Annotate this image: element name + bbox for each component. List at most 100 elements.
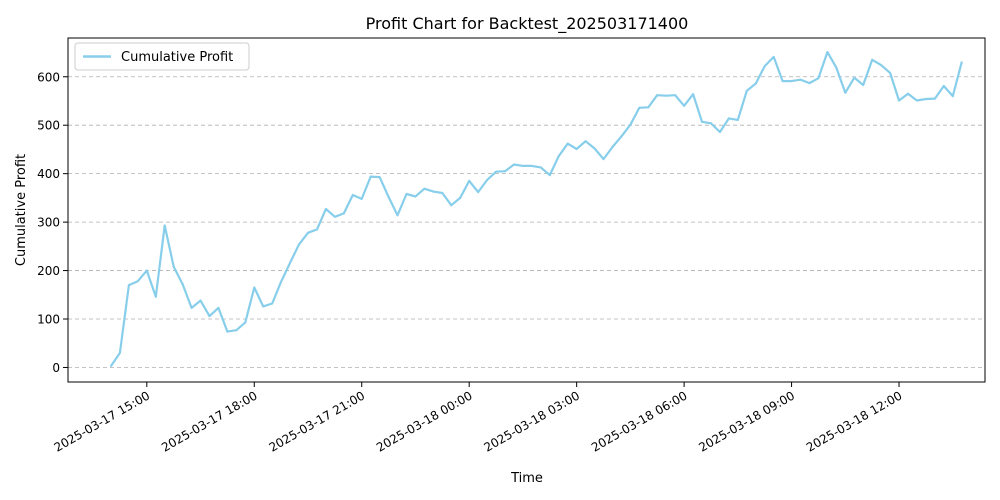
data-point-53 bbox=[584, 140, 587, 143]
data-point-41 bbox=[477, 191, 480, 194]
data-point-50 bbox=[557, 155, 560, 158]
data-point-72 bbox=[754, 82, 757, 85]
data-point-56 bbox=[611, 146, 614, 148]
data-point-6 bbox=[163, 224, 166, 227]
data-point-65 bbox=[692, 93, 695, 96]
data-point-43 bbox=[495, 170, 498, 173]
data-point-32 bbox=[396, 214, 399, 217]
data-point-22 bbox=[307, 231, 309, 234]
data-point-10 bbox=[199, 299, 202, 302]
data-point-89 bbox=[907, 92, 909, 95]
data-point-48 bbox=[539, 166, 542, 169]
y-axis-label: Cumulative Profit bbox=[14, 154, 29, 266]
data-point-76 bbox=[790, 80, 793, 83]
data-point-30 bbox=[378, 176, 381, 179]
data-point-69 bbox=[727, 117, 730, 120]
data-point-2 bbox=[127, 284, 130, 287]
data-point-94 bbox=[951, 95, 954, 98]
data-point-26 bbox=[342, 212, 345, 215]
data-point-57 bbox=[620, 135, 623, 138]
data-point-82 bbox=[844, 91, 847, 94]
data-point-60 bbox=[647, 106, 650, 109]
data-point-63 bbox=[674, 94, 677, 97]
plot-frame bbox=[67, 37, 986, 383]
data-point-55 bbox=[602, 158, 605, 161]
legend: Cumulative Profit bbox=[74, 42, 250, 71]
data-point-4 bbox=[145, 269, 148, 272]
data-point-83 bbox=[853, 76, 856, 79]
data-point-75 bbox=[781, 80, 784, 83]
data-point-88 bbox=[898, 99, 900, 102]
data-point-61 bbox=[656, 94, 659, 97]
data-point-78 bbox=[808, 82, 811, 85]
data-point-29 bbox=[369, 175, 372, 178]
data-point-68 bbox=[718, 131, 721, 133]
data-point-80 bbox=[826, 51, 829, 54]
data-point-19 bbox=[280, 280, 283, 283]
data-point-14 bbox=[235, 329, 238, 332]
data-point-64 bbox=[683, 104, 686, 107]
data-point-18 bbox=[271, 302, 274, 305]
data-point-39 bbox=[459, 196, 462, 199]
data-point-24 bbox=[324, 208, 327, 210]
data-point-73 bbox=[763, 65, 766, 68]
legend-label: Cumulative Profit bbox=[121, 50, 233, 65]
data-point-35 bbox=[423, 187, 426, 190]
data-point-66 bbox=[701, 120, 703, 123]
data-point-44 bbox=[504, 170, 506, 173]
data-point-0 bbox=[110, 365, 112, 367]
data-point-8 bbox=[181, 283, 184, 286]
data-point-12 bbox=[217, 306, 220, 309]
data-point-92 bbox=[933, 97, 936, 100]
data-point-3 bbox=[136, 280, 139, 283]
data-point-25 bbox=[333, 215, 336, 218]
data-point-90 bbox=[915, 99, 918, 102]
y-tick-label-5: 500 bbox=[37, 119, 60, 133]
y-axis: 0 100 200 300 400 500 600 bbox=[37, 70, 68, 375]
data-point-62 bbox=[665, 94, 668, 97]
y-tick-label-1: 100 bbox=[37, 313, 60, 327]
data-point-51 bbox=[566, 142, 569, 145]
data-point-23 bbox=[316, 228, 318, 231]
y-tick-label-0: 0 bbox=[52, 361, 60, 375]
data-point-13 bbox=[226, 330, 229, 333]
data-point-16 bbox=[253, 286, 256, 289]
data-point-20 bbox=[289, 261, 292, 264]
data-point-36 bbox=[432, 190, 435, 193]
data-point-47 bbox=[530, 164, 533, 167]
data-point-31 bbox=[387, 195, 390, 198]
series-layer bbox=[110, 50, 963, 367]
y-gridlines bbox=[68, 76, 985, 368]
y-tick-label-4: 400 bbox=[37, 167, 60, 181]
series-line-0 bbox=[110, 50, 963, 367]
data-point-79 bbox=[817, 77, 820, 80]
data-point-52 bbox=[575, 148, 578, 150]
y-tick-label-6: 600 bbox=[37, 70, 60, 84]
y-tick-label-3: 300 bbox=[37, 216, 60, 230]
data-point-91 bbox=[924, 98, 927, 100]
data-point-81 bbox=[835, 66, 838, 69]
data-point-40 bbox=[468, 179, 471, 182]
data-point-71 bbox=[745, 89, 748, 92]
data-point-74 bbox=[772, 55, 775, 58]
data-point-5 bbox=[154, 295, 157, 298]
data-point-84 bbox=[862, 84, 865, 86]
data-point-45 bbox=[513, 163, 515, 166]
data-point-95 bbox=[960, 61, 963, 64]
data-point-33 bbox=[405, 193, 408, 195]
data-point-21 bbox=[298, 243, 300, 246]
data-point-11 bbox=[208, 315, 211, 318]
data-point-54 bbox=[593, 147, 596, 150]
data-point-38 bbox=[450, 204, 453, 207]
data-point-58 bbox=[629, 123, 632, 126]
data-point-15 bbox=[244, 321, 247, 324]
y-tick-label-2: 200 bbox=[37, 264, 60, 278]
data-point-49 bbox=[548, 174, 551, 177]
data-point-67 bbox=[710, 122, 712, 125]
data-point-59 bbox=[638, 106, 641, 109]
data-point-1 bbox=[118, 351, 121, 354]
data-point-34 bbox=[414, 195, 417, 198]
data-point-70 bbox=[736, 118, 739, 121]
